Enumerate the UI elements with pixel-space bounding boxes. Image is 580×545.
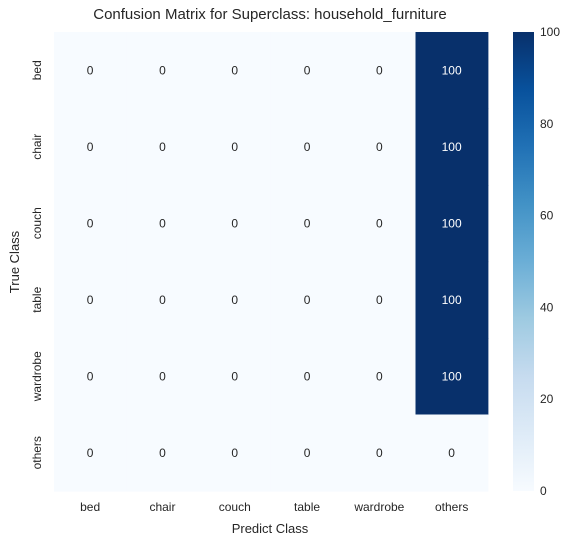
cell-value-label: 0 <box>376 293 383 307</box>
cell-value-label: 0 <box>87 293 94 307</box>
x-tick-label: couch <box>219 500 251 514</box>
heatmap-cell <box>415 32 489 110</box>
heatmap-cell <box>198 32 272 110</box>
heatmap-cell <box>54 185 127 263</box>
colorbar-tick-labels: 0 20 40 60 80 100 <box>540 25 560 498</box>
cell-value-label: 100 <box>442 369 462 383</box>
heatmap-cell <box>270 261 344 339</box>
heatmap-cell <box>415 185 489 263</box>
y-tick-label: bed <box>30 60 44 80</box>
heatmap-cell <box>126 185 200 263</box>
heatmap-cell <box>198 185 272 263</box>
y-tick-label: chair <box>30 134 44 160</box>
heatmap-cell <box>54 108 127 186</box>
cell-value-label: 0 <box>159 216 166 230</box>
cell-value-label: 0 <box>231 369 238 383</box>
heatmap-cell <box>54 338 127 416</box>
cell-value-label: 0 <box>304 140 311 154</box>
heatmap-cell <box>415 338 489 416</box>
cell-value-label: 100 <box>442 63 462 77</box>
heatmap-cell <box>198 338 272 416</box>
heatmap-cell <box>343 32 417 110</box>
cell-value-label: 0 <box>231 446 238 460</box>
y-axis-label: True Class <box>7 230 22 293</box>
x-tick-labels: bed chair couch table wardrobe others <box>80 500 468 514</box>
colorbar-tick-label: 100 <box>540 25 560 39</box>
heatmap-cell <box>270 338 344 416</box>
cell-value-label: 0 <box>376 216 383 230</box>
heatmap-cell <box>54 261 127 339</box>
heatmap-cell <box>126 414 200 492</box>
y-tick-label: couch <box>30 207 44 239</box>
y-tick-label: table <box>30 286 44 312</box>
heatmap-cell <box>198 108 272 186</box>
heatmap-cell <box>198 261 272 339</box>
cell-value-label: 0 <box>376 140 383 154</box>
cell-value-label: 0 <box>159 369 166 383</box>
y-tick-label: others <box>30 436 44 469</box>
colorbar-tick-label: 20 <box>540 392 554 406</box>
heatmap-cell <box>343 108 417 186</box>
heatmap-cell <box>270 32 344 110</box>
heatmap-cell <box>54 32 127 110</box>
colorbar-tick-label: 60 <box>540 209 554 223</box>
cell-value-label: 0 <box>159 293 166 307</box>
cell-value-label: 100 <box>442 293 462 307</box>
heatmap-cell <box>126 108 200 186</box>
cell-value-label: 0 <box>304 446 311 460</box>
y-tick-labels: bed chair couch table wardrobe others <box>30 60 44 469</box>
heatmap-cell <box>270 185 344 263</box>
x-tick-label: wardrobe <box>353 500 404 514</box>
heatmap-cell <box>270 414 344 492</box>
cell-value-label: 0 <box>376 63 383 77</box>
heatmap-cell <box>343 414 417 492</box>
cell-value-label: 0 <box>304 369 311 383</box>
cell-value-label: 0 <box>376 446 383 460</box>
cell-value-label: 0 <box>87 140 94 154</box>
cell-value-label: 0 <box>304 293 311 307</box>
x-tick-label: table <box>294 500 320 514</box>
cell-value-label: 0 <box>448 446 455 460</box>
cell-value-label: 0 <box>87 446 94 460</box>
cell-value-label: 0 <box>87 63 94 77</box>
cell-value-label: 0 <box>231 293 238 307</box>
colorbar <box>513 32 534 491</box>
cell-value-label: 0 <box>159 140 166 154</box>
heatmap-cell <box>343 185 417 263</box>
cell-value-label: 100 <box>442 140 462 154</box>
chart-title: Confusion Matrix for Superclass: househo… <box>93 6 447 23</box>
colorbar-tick-label: 0 <box>540 484 547 498</box>
colorbar-tick-label: 40 <box>540 300 554 314</box>
heatmap-cell <box>126 32 200 110</box>
heatmap-cell <box>415 108 489 186</box>
heatmap-cell <box>415 261 489 339</box>
x-tick-label: bed <box>80 500 100 514</box>
cell-value-label: 0 <box>87 216 94 230</box>
x-tick-label: others <box>435 500 468 514</box>
heatmap-cell <box>126 261 200 339</box>
x-tick-label: chair <box>149 500 175 514</box>
heatmap-cell <box>415 414 489 492</box>
cell-value-label: 0 <box>159 63 166 77</box>
cell-value-label: 0 <box>231 140 238 154</box>
heatmap-cells: 0 0 0 0 0 100 0 0 0 0 0 100 0 0 0 0 0 100 0 0 0 0 0 100 0 0 0 0 0 100… <box>54 32 489 492</box>
heatmap-cell <box>270 108 344 186</box>
cell-value-label: 100 <box>442 216 462 230</box>
cell-value-label: 0 <box>159 446 166 460</box>
heatmap-cell <box>126 338 200 416</box>
heatmap-cell <box>343 261 417 339</box>
cell-value-label: 0 <box>376 369 383 383</box>
x-axis-label: Predict Class <box>232 521 309 536</box>
cell-value-label: 0 <box>304 216 311 230</box>
heatmap-cell <box>198 414 272 492</box>
cell-value-label: 0 <box>231 216 238 230</box>
cell-value-label: 0 <box>231 63 238 77</box>
cell-value-label: 0 <box>87 369 94 383</box>
cell-value-label: 0 <box>304 63 311 77</box>
heatmap-cell <box>343 338 417 416</box>
colorbar-tick-label: 80 <box>540 117 554 131</box>
heatmap-cell <box>54 414 127 492</box>
y-tick-label: wardrobe <box>30 351 44 402</box>
